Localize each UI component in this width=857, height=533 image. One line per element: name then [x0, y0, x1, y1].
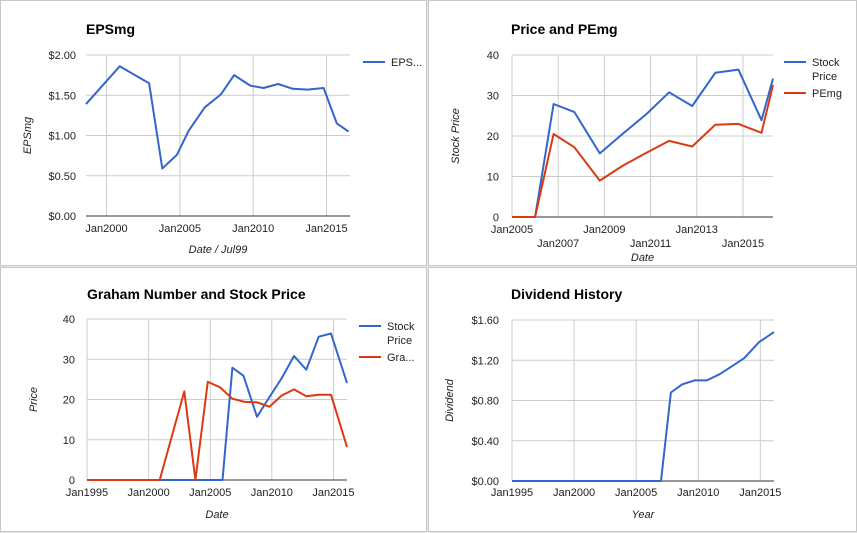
x-tick-label: Jan1995 — [66, 487, 108, 499]
chart-title: Dividend History — [511, 286, 622, 302]
x-axis-label: Date / Jul99 — [189, 244, 248, 256]
x-tick-label: Jan2015 — [312, 487, 354, 499]
y-axis-label: Price — [28, 387, 40, 412]
x-tick-label: Jan2011 — [630, 238, 671, 250]
x-tick-label: Jan2010 — [232, 223, 274, 235]
y-axis-label: EPSmg — [22, 116, 34, 154]
series-line-0 — [87, 334, 347, 481]
x-tick-label: Jan2015 — [739, 487, 781, 499]
y-tick-label: $2.00 — [48, 50, 76, 62]
price-pe-chart-svg: 0 10 20 30 40 Jan2005 Jan2007 Jan2009 Jan2011 Jan… — [429, 1, 857, 267]
legend-label: EPS... — [391, 57, 422, 69]
eps-chart-panel: $0.00 $0.50 $1.00 $1.50 $2.00 Jan2000 Jan2005 J… — [0, 0, 427, 266]
y-tick-label: $1.50 — [48, 90, 76, 102]
chart-title: Price and PEmg — [511, 21, 618, 37]
x-tick-label: Jan1995 — [491, 487, 533, 499]
x-tick-label: Jan2005 — [159, 223, 201, 235]
y-tick-label: 0 — [493, 212, 499, 224]
y-tick-label: 20 — [63, 395, 75, 407]
x-tick-label: Jan2015 — [722, 238, 764, 250]
x-tick-label: Jan2007 — [537, 238, 579, 250]
y-axis-label: Dividend — [444, 378, 456, 422]
graham-chart-svg: 0 10 20 30 40 Jan1995 Jan2000 Jan2005 Jan2010 Jan… — [1, 268, 428, 533]
y-axis-label: Stock Price — [450, 108, 462, 164]
x-axis-label: Date — [631, 252, 654, 264]
series-line-1 — [87, 382, 347, 480]
y-tick-label: $1.20 — [471, 355, 499, 367]
eps-chart-svg: $0.00 $0.50 $1.00 $1.50 $2.00 Jan2000 Jan2005 J… — [1, 1, 428, 267]
x-tick-label: Jan2010 — [251, 487, 293, 499]
x-axis-label: Year — [632, 509, 656, 521]
x-tick-label: Jan2010 — [677, 487, 719, 499]
series-line-0 — [512, 332, 774, 481]
chart-title: EPSmg — [86, 21, 135, 37]
y-tick-label: 10 — [487, 172, 499, 184]
series-line-1 — [512, 85, 773, 217]
y-tick-label: $0.50 — [48, 171, 76, 183]
y-tick-label: 30 — [63, 354, 75, 366]
y-tick-label: 0 — [69, 475, 75, 487]
x-tick-label: Jan2015 — [305, 223, 347, 235]
x-tick-label: Jan2005 — [615, 487, 657, 499]
series-line-0 — [86, 66, 349, 168]
x-tick-label: Jan2000 — [553, 487, 595, 499]
y-tick-label: 30 — [487, 91, 499, 103]
y-tick-label: $0.40 — [471, 436, 499, 448]
y-tick-label: $1.60 — [471, 315, 499, 327]
legend-label: Gra... — [387, 352, 415, 364]
y-tick-label: 40 — [63, 314, 75, 326]
y-tick-label: 10 — [63, 435, 75, 447]
y-tick-label: $0.80 — [471, 396, 499, 408]
x-axis-label: Date — [205, 509, 228, 521]
chart-title: Graham Number and Stock Price — [87, 286, 306, 302]
y-tick-label: 40 — [487, 50, 499, 62]
x-tick-label: Jan2005 — [491, 224, 533, 236]
x-tick-label: Jan2013 — [676, 224, 718, 236]
y-tick-label: 20 — [487, 131, 499, 143]
price-pe-chart-panel: 0 10 20 30 40 Jan2005 Jan2007 Jan2009 Jan2011 Jan… — [428, 0, 857, 266]
y-tick-label: $1.00 — [48, 131, 76, 143]
x-tick-label: Jan2000 — [85, 223, 127, 235]
x-tick-label: Jan2000 — [128, 487, 170, 499]
graham-chart-panel: 0 10 20 30 40 Jan1995 Jan2000 Jan2005 Jan2010 Jan… — [0, 267, 427, 532]
y-tick-label: $0.00 — [48, 211, 76, 223]
legend-label: PEmg — [812, 88, 842, 100]
x-tick-label: Jan2009 — [583, 224, 625, 236]
x-tick-label: Jan2005 — [189, 487, 231, 499]
